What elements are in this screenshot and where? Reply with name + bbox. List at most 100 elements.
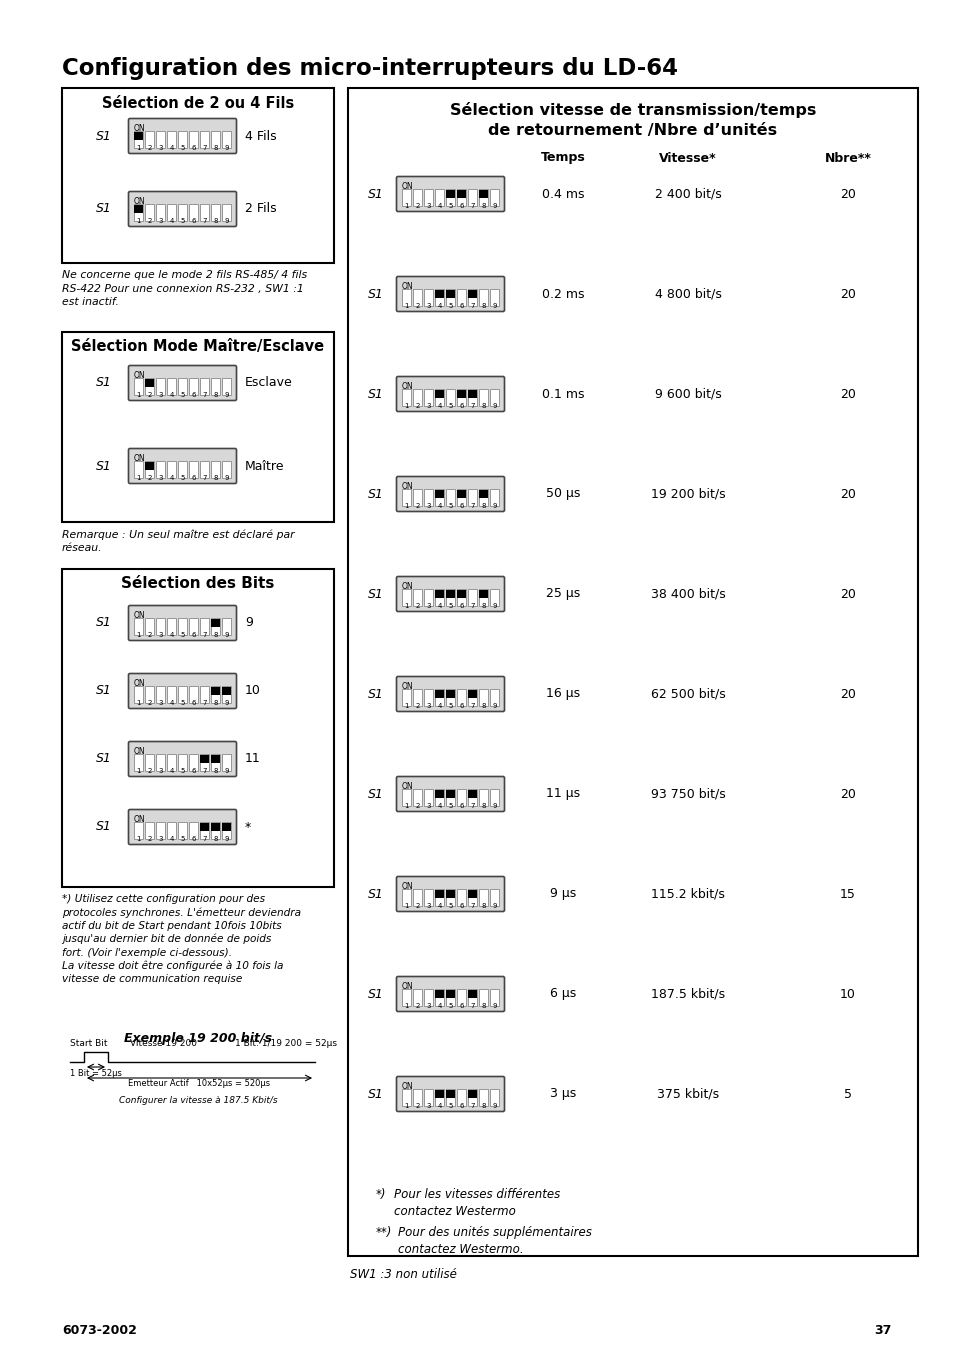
Text: 4: 4	[169, 145, 173, 151]
Text: 1: 1	[136, 392, 141, 399]
Bar	[211, 204, 220, 220]
Bar	[467, 589, 476, 605]
Text: 4: 4	[169, 476, 173, 481]
Text: 5: 5	[448, 203, 453, 209]
Bar	[435, 290, 444, 299]
Bar	[199, 686, 209, 703]
Bar	[189, 204, 198, 220]
Bar	[189, 461, 198, 478]
Bar	[445, 690, 455, 698]
Text: ON: ON	[401, 782, 414, 790]
Text: 10: 10	[840, 988, 855, 1001]
Bar	[199, 131, 209, 147]
Text: Configurer la vitesse à 187.5 Kbit/s: Configurer la vitesse à 187.5 Kbit/s	[118, 1096, 277, 1105]
Bar	[177, 131, 187, 147]
Text: 187.5 kbit/s: 187.5 kbit/s	[650, 988, 724, 1001]
Bar	[133, 131, 143, 147]
Text: 1: 1	[136, 700, 141, 707]
Text: 8: 8	[213, 836, 217, 842]
Bar	[435, 990, 444, 998]
Text: Nbre**: Nbre**	[823, 151, 870, 165]
Text: 1: 1	[404, 603, 408, 609]
FancyBboxPatch shape	[396, 577, 504, 612]
Bar	[221, 131, 231, 147]
Bar	[199, 821, 209, 839]
Bar	[445, 990, 455, 998]
Bar	[155, 754, 165, 770]
Text: 9: 9	[224, 700, 229, 707]
Bar	[211, 821, 220, 839]
Text: 2: 2	[147, 836, 152, 842]
Text: 7: 7	[470, 203, 475, 209]
Text: 7: 7	[470, 603, 475, 609]
Bar	[133, 378, 143, 394]
Bar	[62, 88, 334, 263]
FancyBboxPatch shape	[129, 742, 236, 777]
Text: 1: 1	[404, 503, 408, 509]
Text: S1: S1	[96, 820, 112, 834]
Bar	[445, 789, 455, 805]
Bar	[167, 378, 176, 394]
Bar	[199, 754, 209, 770]
Bar	[445, 189, 455, 205]
Bar	[413, 589, 422, 605]
Text: 3: 3	[426, 603, 431, 609]
Text: 9: 9	[224, 836, 229, 842]
Text: 3: 3	[158, 476, 163, 481]
Text: S1: S1	[96, 753, 112, 766]
Bar	[133, 132, 143, 141]
Text: 2 400 bit/s: 2 400 bit/s	[654, 188, 720, 200]
Bar	[155, 461, 165, 478]
Text: 6: 6	[191, 392, 195, 399]
Text: 2: 2	[147, 767, 152, 774]
Bar	[445, 489, 455, 505]
FancyBboxPatch shape	[129, 449, 236, 484]
Text: 1: 1	[404, 403, 408, 409]
Bar	[467, 489, 476, 505]
Bar	[199, 461, 209, 478]
Text: 9: 9	[492, 303, 497, 309]
Bar	[413, 189, 422, 205]
Text: 7: 7	[202, 476, 207, 481]
Text: 9: 9	[492, 1002, 497, 1009]
Text: 6: 6	[191, 476, 195, 481]
Bar	[167, 461, 176, 478]
Text: 8: 8	[213, 145, 217, 151]
Bar	[489, 989, 498, 1005]
Bar	[167, 821, 176, 839]
Bar	[456, 789, 466, 805]
Text: Vitesse*: Vitesse*	[659, 151, 716, 165]
Text: S1: S1	[368, 588, 383, 600]
Text: 8: 8	[480, 603, 485, 609]
Text: 7: 7	[202, 218, 207, 224]
Text: 1: 1	[404, 1102, 408, 1109]
FancyBboxPatch shape	[396, 277, 504, 312]
Text: 7: 7	[470, 303, 475, 309]
Bar	[489, 489, 498, 505]
Text: 1: 1	[136, 836, 141, 842]
Text: 9: 9	[224, 392, 229, 399]
Text: 3: 3	[426, 403, 431, 409]
Text: 2: 2	[415, 503, 419, 509]
Text: ON: ON	[133, 197, 146, 205]
Bar	[145, 204, 154, 220]
Bar	[445, 790, 455, 798]
Bar	[456, 889, 466, 905]
Text: 2: 2	[147, 700, 152, 707]
Text: 8: 8	[213, 632, 217, 638]
Bar	[145, 686, 154, 703]
Text: 5: 5	[448, 902, 453, 909]
Bar	[401, 789, 411, 805]
Bar	[435, 989, 444, 1005]
Text: 6: 6	[458, 403, 463, 409]
Bar	[167, 686, 176, 703]
Text: 2: 2	[415, 303, 419, 309]
Text: *) Utilisez cette configuration pour des
protocoles synchrones. L'émetteur devie: *) Utilisez cette configuration pour des…	[62, 894, 301, 985]
Text: 2: 2	[147, 392, 152, 399]
Bar	[445, 389, 455, 405]
Bar	[133, 205, 143, 213]
Bar	[199, 204, 209, 220]
Bar	[413, 389, 422, 405]
Text: S1: S1	[368, 188, 383, 200]
Text: 9: 9	[492, 503, 497, 509]
